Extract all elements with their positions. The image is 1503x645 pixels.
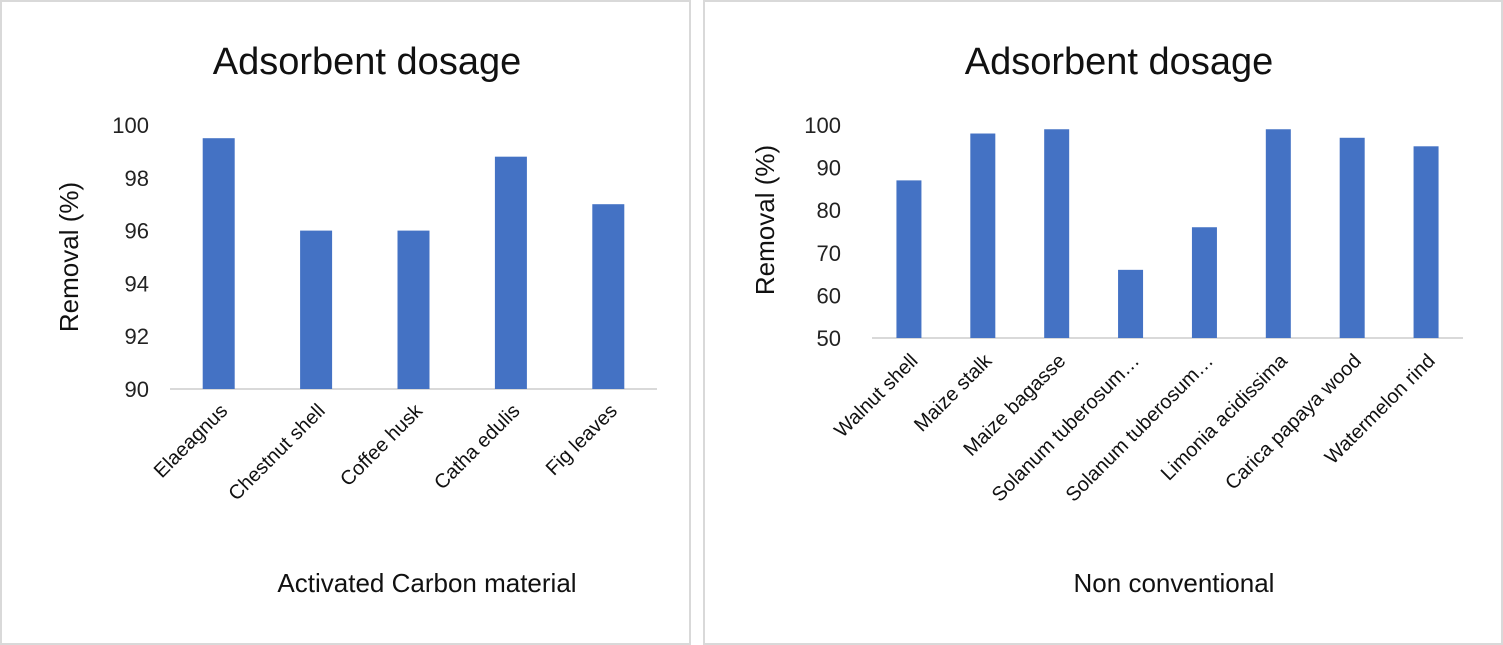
y-tick-label: 100 — [804, 113, 841, 138]
y-tick-label: 92 — [125, 324, 149, 349]
bar — [1191, 227, 1217, 338]
x-tick-label: Carica papaya wood — [1221, 350, 1365, 494]
x-tick-label: Solanum tuberosum… — [988, 350, 1144, 506]
x-tick-label: Chestnut shell — [224, 400, 329, 505]
y-axis-label: Removal (%) — [54, 182, 84, 332]
y-tick-label: 98 — [125, 166, 149, 191]
chart-title: Adsorbent dosage — [213, 41, 521, 83]
bar — [592, 204, 625, 389]
non-conventional-chart: Adsorbent dosage Removal (%) Non convent… — [750, 41, 1463, 598]
x-tick-label: Elaeagnus — [150, 400, 232, 482]
x-axis-label: Non conventional — [1074, 568, 1275, 598]
bar — [1339, 137, 1365, 338]
y-tick-label: 60 — [817, 283, 841, 308]
y-tick-label: 90 — [817, 156, 841, 181]
y-tick-label: 100 — [112, 113, 149, 138]
y-tick-label: 96 — [125, 219, 149, 244]
bar — [970, 133, 996, 338]
bar — [202, 138, 235, 389]
activated-carbon-chart: Adsorbent dosage Removal (%) Activated C… — [54, 41, 657, 598]
y-tick-label: 90 — [125, 377, 149, 402]
chart-title: Adsorbent dosage — [965, 41, 1273, 83]
y-tick-label: 70 — [817, 241, 841, 266]
chart-panel-activated-carbon: Adsorbent dosage Removal (%) Activated C… — [0, 0, 691, 645]
chart-panel-non-conventional: Adsorbent dosage Removal (%) Non convent… — [703, 0, 1503, 645]
x-axis-label: Activated Carbon material — [277, 568, 576, 598]
x-tick-label: Coffee husk — [336, 399, 427, 490]
bar — [1265, 129, 1291, 338]
bar — [1044, 129, 1070, 338]
y-axis-label: Removal (%) — [750, 145, 780, 295]
bar — [494, 156, 527, 389]
x-tick-label: Limonia acidissima — [1157, 349, 1293, 485]
bar — [300, 230, 333, 389]
x-tick-label: Walnut shell — [830, 350, 922, 442]
bar — [1118, 269, 1144, 338]
y-tick-label: 50 — [817, 326, 841, 351]
y-tick-label: 80 — [817, 198, 841, 223]
bar — [1413, 146, 1439, 338]
x-tick-label: Solanum tuberosum… — [1062, 350, 1218, 506]
bar — [397, 230, 430, 389]
y-tick-label: 94 — [125, 271, 149, 296]
bar — [896, 180, 922, 338]
x-tick-label: Fig leaves — [542, 400, 622, 480]
x-tick-label: Catha edulis — [430, 400, 524, 494]
